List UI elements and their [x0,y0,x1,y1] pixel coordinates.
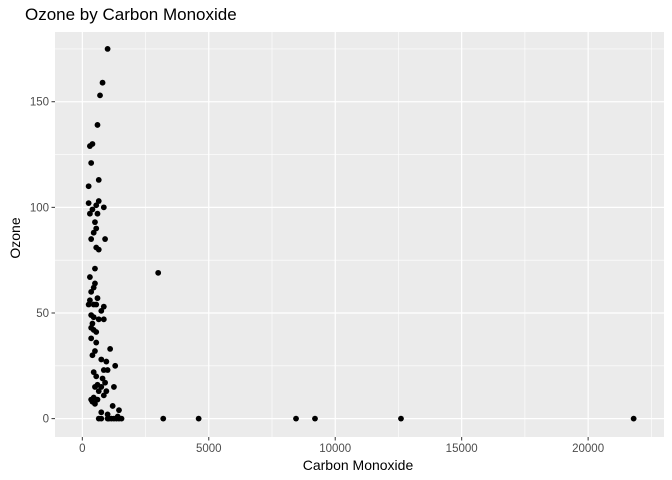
y-tick-label: 150 [30,97,49,109]
data-point [99,375,106,382]
data-point [107,346,114,352]
data-point [95,246,102,253]
data-point [155,269,162,276]
data-point [95,388,102,395]
data-point [90,284,97,291]
x-tick-label: 0 [79,443,85,455]
data-point [88,236,95,242]
data-point [90,314,97,321]
x-tick-label: 15000 [446,443,478,455]
data-point [103,358,110,365]
data-point [92,348,98,354]
x-axis-title: Carbon Monoxide [303,457,414,473]
data-point [93,225,100,232]
y-tick-label: 50 [36,308,49,320]
data-point [98,384,105,390]
axis-ticks [51,101,589,441]
data-point [93,329,100,335]
data-point [94,295,101,302]
data-point [87,143,93,149]
data-point [92,400,98,407]
data-point [100,204,107,211]
x-tick-label: 5000 [196,443,222,455]
y-tick-label: 0 [43,414,49,426]
data-point [89,352,96,359]
data-point [88,335,95,342]
data-point [90,229,97,236]
data-point [97,92,103,99]
x-tick-label: 10000 [319,443,351,455]
major-gridlines [55,32,664,437]
x-tick-labels: 0 5000 10000 15000 20000 [79,443,604,455]
data-point [93,301,100,308]
data-point [98,415,105,422]
data-point [94,396,101,403]
data-point [293,415,299,422]
data-point [89,206,96,213]
data-point [93,202,100,209]
data-point [104,46,111,52]
data-point [104,367,111,373]
data-point [90,369,97,376]
y-axis-title: Ozone [7,217,23,258]
data-point [85,200,92,207]
data-point [92,384,98,390]
data-point [98,356,105,363]
data-point [102,379,108,386]
data-point [100,316,107,323]
y-tick-labels: 0 50 100 150 [30,97,49,426]
data-point [100,303,107,310]
data-point [94,210,101,217]
data-point [99,79,106,86]
data-point [92,219,98,226]
x-tick-label: 20000 [572,443,604,455]
data-point [95,176,102,183]
data-point [95,198,102,204]
data-point [630,415,637,422]
data-point [112,362,119,369]
data-point [98,307,105,314]
data-point [398,415,404,422]
data-point [87,210,93,217]
minor-gridlines [55,32,664,437]
data-point [111,384,117,390]
data-point [109,403,116,409]
data-point [118,415,125,422]
y-tick-label: 100 [30,202,49,214]
data-point [103,388,110,395]
data-point [98,409,105,416]
data-point [88,288,95,295]
data-point [102,236,108,242]
plot-panel [55,32,664,437]
data-point [88,160,95,166]
data-point [160,415,167,422]
data-point [87,274,93,280]
data-point [95,316,102,323]
data-points [85,46,637,422]
data-point [312,415,318,422]
data-point [85,183,92,190]
data-point [92,265,98,272]
chart-title: Ozone by Carbon Monoxide [25,5,237,24]
data-point [93,339,100,346]
data-point [94,122,101,128]
data-point [93,373,100,380]
data-point [116,407,122,414]
data-point [85,301,92,308]
data-point [195,415,202,422]
data-point [100,392,107,399]
